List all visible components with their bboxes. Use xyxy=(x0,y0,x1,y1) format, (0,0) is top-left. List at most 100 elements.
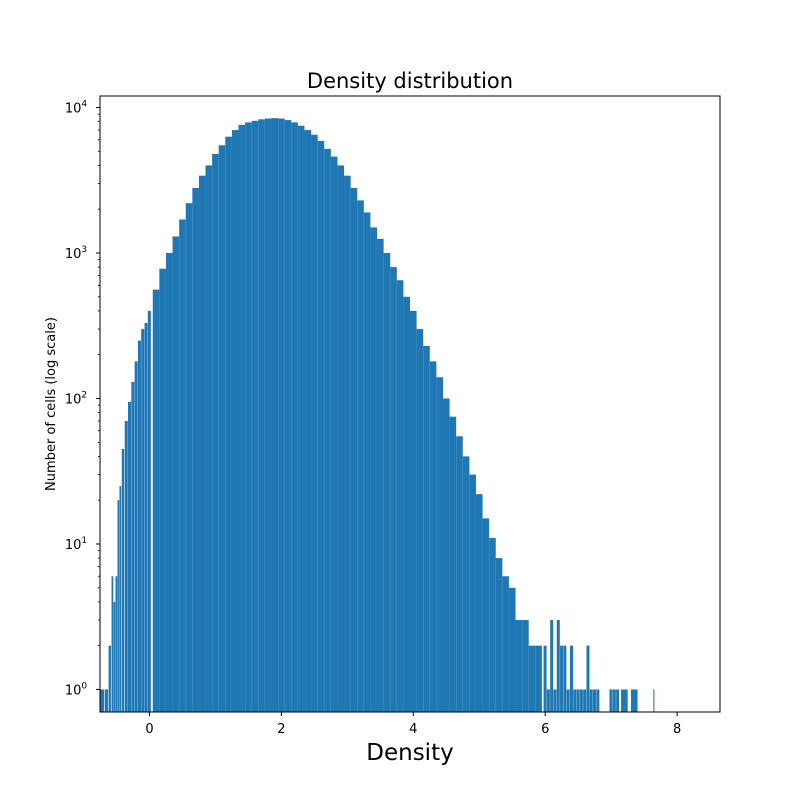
histogram-bar xyxy=(124,421,128,712)
y-axis-ticks: 100 101 102 103 104 xyxy=(65,100,100,698)
histogram-bar xyxy=(278,118,285,713)
x-tick-label: 0 xyxy=(145,722,153,737)
histogram-bar xyxy=(297,125,305,712)
x-tick-label: 6 xyxy=(541,722,549,737)
histogram-bar xyxy=(429,361,437,712)
histogram-bar xyxy=(113,601,116,712)
histogram-bar xyxy=(416,329,424,712)
chart-title: Density distribution xyxy=(307,69,513,93)
y-axis-label: Number of cells (log scale) xyxy=(44,317,59,491)
histogram-bar xyxy=(144,323,148,712)
histogram-bar xyxy=(141,329,145,712)
histogram-bar xyxy=(423,345,430,712)
histogram-bar xyxy=(363,212,371,712)
histogram-bar xyxy=(131,381,135,712)
histogram-bar xyxy=(99,689,105,712)
histogram-bar xyxy=(225,136,232,712)
histogram-bar xyxy=(621,689,628,712)
histogram-bar xyxy=(583,689,587,712)
histogram-bar xyxy=(330,156,338,712)
histogram-bar xyxy=(304,130,312,712)
histogram-bar xyxy=(264,118,272,713)
histogram-bar xyxy=(324,148,331,713)
histogram-bar xyxy=(495,558,503,712)
histogram-bar xyxy=(593,689,597,712)
histogram-bar xyxy=(104,689,108,712)
histogram-bar xyxy=(569,645,573,712)
histogram-bar xyxy=(502,576,509,712)
histogram-bar xyxy=(612,689,616,712)
histogram-bar xyxy=(172,236,180,712)
y-tick-label: 102 xyxy=(65,390,87,407)
histogram-bar xyxy=(115,576,118,712)
histogram-bar xyxy=(515,620,523,712)
x-tick-label: 8 xyxy=(673,722,681,737)
histogram-bar xyxy=(456,436,463,712)
histogram-bar xyxy=(556,620,560,712)
y-tick-label: 100 xyxy=(65,681,88,698)
histogram-bar xyxy=(258,119,265,713)
histogram-bar xyxy=(560,645,564,712)
histogram-bar xyxy=(436,377,443,712)
histogram-bar xyxy=(482,518,490,712)
histogram-bar xyxy=(117,500,120,712)
histogram-bar xyxy=(396,280,404,712)
histogram-bar xyxy=(337,165,345,712)
histogram-bar xyxy=(589,689,593,712)
histogram-bar xyxy=(128,401,132,712)
histogram-bar xyxy=(410,310,417,712)
histogram-bar xyxy=(137,340,141,712)
histogram-bar xyxy=(159,268,166,712)
histogram-bar xyxy=(563,645,567,712)
histogram-bar xyxy=(553,689,557,712)
histogram-bar xyxy=(218,145,226,713)
histogram-bar xyxy=(119,486,122,712)
histogram-bar xyxy=(579,689,583,712)
histogram-bar xyxy=(653,689,655,712)
histogram-bar xyxy=(357,200,364,712)
histogram-bar xyxy=(317,140,325,713)
histogram-bar xyxy=(469,474,476,712)
histogram-bar xyxy=(291,122,298,712)
histogram-bar xyxy=(586,645,590,712)
histogram-bar xyxy=(609,689,613,712)
histogram-bar xyxy=(442,398,450,712)
histogram-bar xyxy=(377,238,384,712)
y-tick-label: 104 xyxy=(65,100,88,117)
histogram-bar xyxy=(508,587,516,712)
histogram-bar xyxy=(573,689,577,712)
histogram-bar xyxy=(475,494,483,712)
histogram-bar xyxy=(550,620,554,712)
histogram-bar xyxy=(147,310,151,712)
histogram-bar xyxy=(121,448,125,712)
histogram-bar xyxy=(543,645,547,712)
histogram-bar xyxy=(390,267,397,712)
histogram-bar xyxy=(350,187,358,712)
histogram-bar xyxy=(630,689,638,712)
x-axis-ticks: 0 2 4 6 8 xyxy=(145,712,681,737)
x-tick-label: 2 xyxy=(277,722,285,737)
y-tick-label: 101 xyxy=(65,536,87,553)
histogram-bar xyxy=(198,175,206,712)
histogram-bar xyxy=(535,645,542,712)
histogram-bar xyxy=(231,130,239,712)
histogram-bar xyxy=(165,253,173,712)
histogram-bar xyxy=(403,296,410,712)
histogram-bar xyxy=(134,361,138,712)
histogram-bar xyxy=(245,122,252,712)
histogram-bar xyxy=(489,537,496,712)
histogram-bar xyxy=(192,187,199,712)
histogram-bar xyxy=(596,689,600,712)
x-tick-label: 4 xyxy=(409,722,417,737)
histogram-bar xyxy=(383,253,391,712)
histogram-bar xyxy=(370,227,378,712)
histogram-bar xyxy=(449,416,457,712)
x-axis-label: Density xyxy=(366,740,453,766)
histogram-bar xyxy=(271,118,279,712)
histogram-bars xyxy=(99,118,655,713)
histogram-bar xyxy=(238,124,246,713)
histogram-bar xyxy=(616,689,620,712)
histogram-bar xyxy=(311,134,318,713)
histogram-bar xyxy=(179,219,186,713)
